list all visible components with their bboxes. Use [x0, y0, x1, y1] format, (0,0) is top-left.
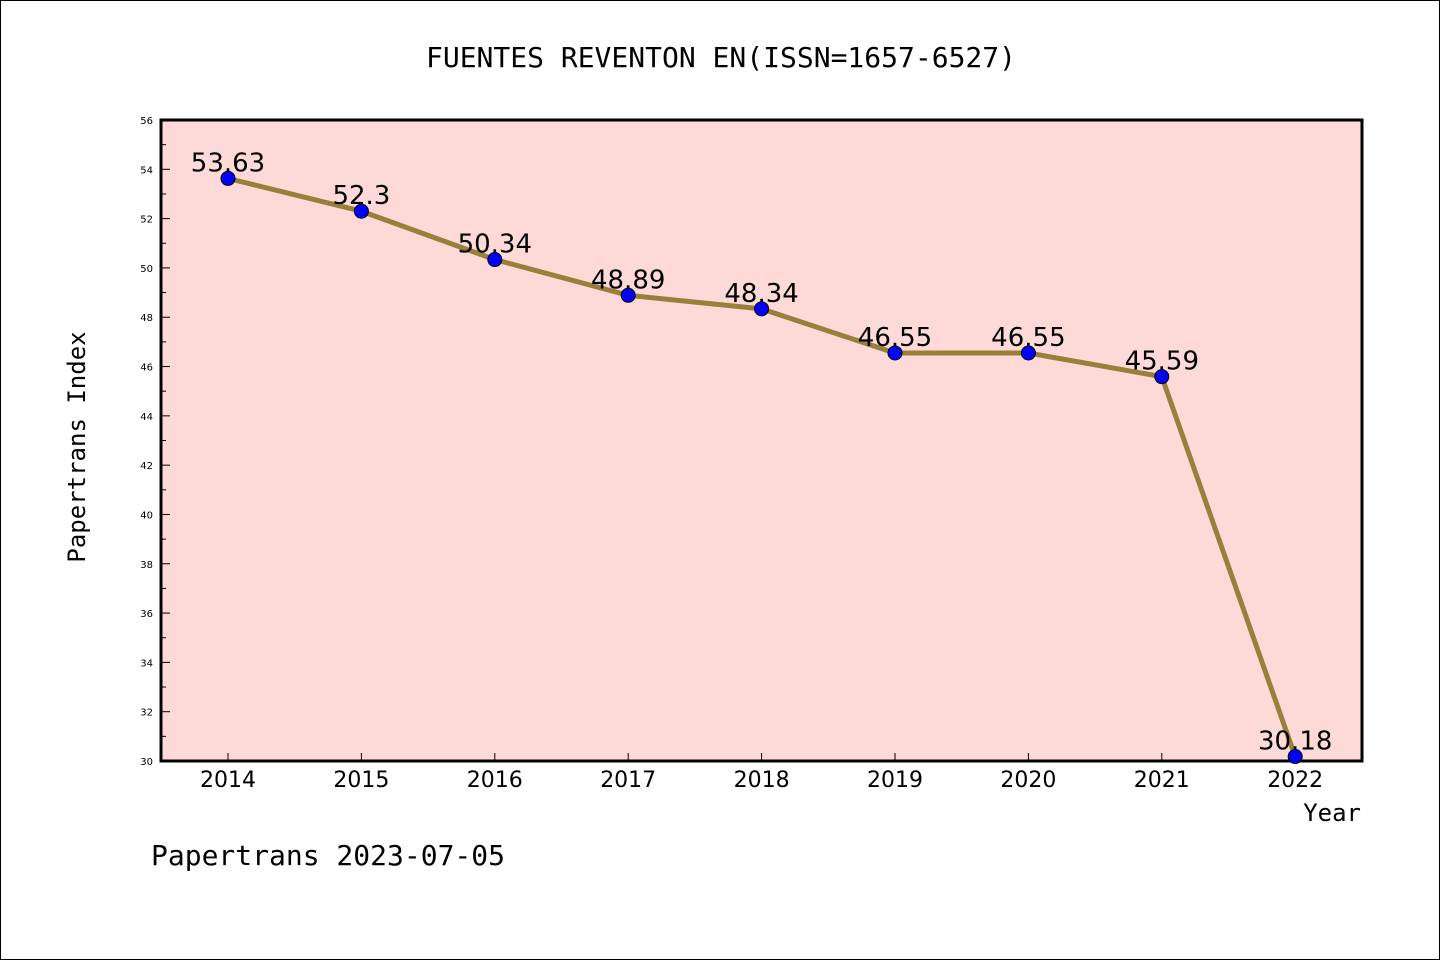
data-point: [1020, 345, 1036, 361]
y-tick-label: 46: [140, 363, 153, 374]
data-point: [1154, 369, 1170, 385]
x-tick-label: 2018: [734, 768, 790, 793]
y-tick-label: 34: [140, 658, 153, 669]
plot-area: [159, 118, 1364, 763]
data-point: [353, 203, 369, 219]
data-label: 46.55: [991, 323, 1065, 353]
y-tick-label: 54: [140, 165, 153, 176]
y-tick-label: 42: [140, 461, 153, 472]
data-labels-group: 53.63 52.3 50.34 48.89 48.34 46.55 46.55 45.59 3…: [191, 148, 1333, 756]
y-axis: 30 32 34 36 38 40 42 44 46 48 50 52 54 56: [140, 116, 170, 768]
x-tick-label: 2021: [1134, 768, 1190, 793]
x-axis: 2014 2015 2016 2017 2018 2019 2020 2021 2022: [200, 753, 1323, 793]
x-tick-label: 2022: [1267, 768, 1323, 793]
data-label: 30.18: [1258, 727, 1332, 757]
x-tick-label: 2015: [333, 768, 389, 793]
data-point: [1287, 749, 1303, 765]
y-tick-label: 38: [140, 560, 153, 571]
data-label: 48.89: [591, 265, 665, 295]
x-tick-label: 2014: [200, 768, 256, 793]
data-label: 50.34: [458, 230, 532, 260]
x-tick-label: 2019: [867, 768, 923, 793]
data-point: [887, 345, 903, 361]
data-label: 45.59: [1125, 347, 1199, 377]
y-tick-label: 30: [140, 757, 153, 768]
data-point: [620, 287, 636, 303]
y-axis-label: Papertrans Index: [63, 331, 91, 562]
x-tick-label: 2020: [1000, 768, 1056, 793]
data-point: [487, 252, 503, 268]
x-tick-label: 2017: [600, 768, 656, 793]
data-label: 48.34: [724, 279, 798, 309]
y-tick-label: 40: [140, 510, 153, 521]
y-tick-label: 48: [140, 313, 153, 324]
x-axis-label: Year: [1303, 799, 1361, 827]
y-tick-label: 50: [140, 264, 153, 275]
data-point: [220, 170, 236, 186]
series-group: [220, 170, 1303, 765]
footer-text: Papertrans 2023-07-05: [151, 839, 505, 872]
y-tick-label: 52: [140, 215, 153, 226]
x-tick-label: 2016: [467, 768, 523, 793]
chart-title: FUENTES REVENTON EN(ISSN=1657-6527): [426, 41, 1016, 74]
y-tick-label: 36: [140, 609, 153, 620]
y-tick-label: 56: [140, 116, 153, 127]
data-label: 53.63: [191, 148, 265, 178]
data-label: 52.3: [332, 181, 390, 211]
data-point: [754, 301, 770, 317]
data-label: 46.55: [858, 323, 932, 353]
y-tick-label: 44: [140, 412, 153, 423]
y-tick-label: 32: [140, 708, 153, 719]
